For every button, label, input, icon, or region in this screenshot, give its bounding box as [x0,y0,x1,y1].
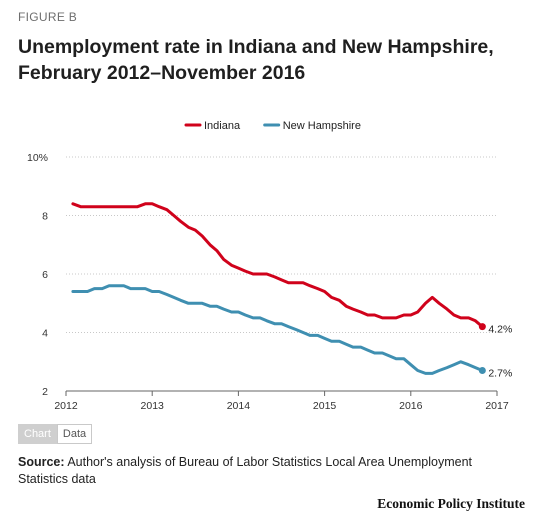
series-end-label-0: 4.2% [488,324,512,336]
brand-wordmark: Economic Policy Institute [377,496,525,511]
x-tick-label: 2016 [399,400,423,412]
tab-chart[interactable]: Chart [18,424,57,444]
series-end-label-1: 2.7% [488,368,512,380]
chart-title: Unemployment rate in Indiana and New Ham… [18,34,523,86]
x-tick-label: 2017 [485,400,509,412]
tab-data[interactable]: Data [56,424,93,444]
y-tick-label: 10% [27,152,48,164]
x-tick-label: 2013 [141,400,165,412]
chart-title-line-1: Unemployment rate in Indiana and New Ham… [18,36,494,58]
y-tick-label: 4 [42,328,48,340]
series-line-1 [71,284,484,375]
y-tick-label: 8 [42,211,48,223]
y-tick-label: 6 [42,269,48,281]
series-end-marker-0 [478,323,486,331]
x-tick-label: 2015 [313,400,337,412]
legend-label-0: Indiana [204,120,241,132]
chart-title-line-2: February 2012–November 2016 [18,62,306,84]
y-tick-label: 2 [42,386,48,398]
figure-label: FIGURE B [18,10,78,24]
source-label: Source: [18,455,65,469]
x-tick-label: 2014 [227,400,251,412]
legend-label-1: New Hampshire [283,120,361,132]
source-note: Source: Author's analysis of Bureau of L… [18,454,518,488]
series-end-marker-1 [478,367,486,375]
view-tabs: Chart Data [18,424,93,444]
series-line-0 [71,202,484,329]
x-tick-label: 2012 [54,400,78,412]
source-text: Author's analysis of Bureau of Labor Sta… [18,455,473,486]
line-chart: 2 4 6 8 10% 2012 2013 2014 2015 2016 2017 Indiana Ne… [27,120,512,412]
